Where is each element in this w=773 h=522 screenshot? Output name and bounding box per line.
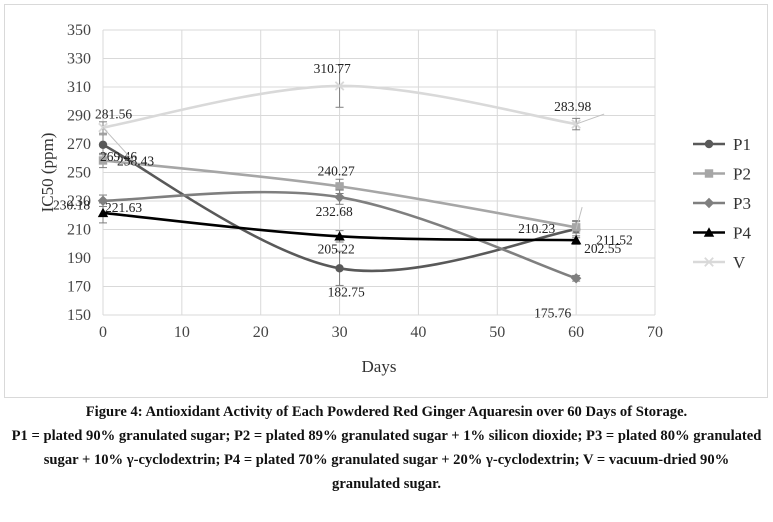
x-tick-label: 0 — [99, 324, 107, 341]
y-tick-label: 270 — [67, 136, 91, 153]
y-tick-label: 170 — [67, 279, 91, 296]
x-tick-label: 40 — [410, 324, 426, 341]
y-tick-label: 310 — [67, 79, 91, 96]
figure-caption: Figure 4: Antioxidant Activity of Each P… — [8, 400, 765, 496]
point-V-stroke-b — [571, 119, 581, 129]
legend-label: P4 — [733, 224, 751, 243]
x-tick-label: 10 — [174, 324, 190, 341]
y-axis-title: IC50 (ppm) — [38, 133, 57, 213]
y-tick-label: 210 — [67, 222, 91, 239]
legend-label: V — [733, 253, 746, 272]
caption-notes: P1 = plated 90% granulated sugar; P2 = p… — [11, 428, 762, 492]
data-label: 269.46 — [100, 149, 137, 164]
data-label: 240.27 — [318, 163, 355, 178]
legend-marker-V — [704, 257, 714, 267]
x-tick-label: 60 — [568, 324, 584, 341]
x-tick-label: 50 — [489, 324, 505, 341]
legend-marker-P2 — [704, 169, 714, 178]
x-tick-label: 30 — [332, 324, 348, 341]
data-label: 175.76 — [534, 305, 571, 320]
y-tick-label: 350 — [67, 22, 91, 39]
point-V — [334, 81, 345, 91]
point-P1 — [335, 264, 344, 273]
point-P3 — [334, 191, 345, 203]
legend-label: P1 — [733, 135, 751, 154]
label-leader-line — [575, 207, 583, 230]
data-label: 281.56 — [95, 107, 132, 122]
y-tick-label: 290 — [67, 108, 91, 125]
data-label: 310.77 — [314, 61, 351, 76]
legend-marker-V-stroke-b — [704, 257, 714, 267]
y-tick-label: 250 — [67, 165, 91, 182]
data-label: 182.75 — [328, 284, 365, 299]
point-P2 — [335, 182, 344, 191]
point-P3 — [570, 273, 582, 284]
data-label: 232.68 — [316, 204, 353, 219]
data-label: 258.43 — [117, 153, 154, 168]
point-P4 — [570, 234, 582, 245]
caption-title: Figure 4: Antioxidant Activity of Each P… — [85, 404, 688, 420]
data-label: 283.98 — [554, 99, 591, 114]
y-tick-label: 190 — [67, 250, 91, 267]
point-P4 — [97, 207, 109, 218]
y-tick-label: 230 — [67, 193, 91, 210]
x-axis-title: Days — [362, 357, 397, 376]
point-P1 — [98, 140, 108, 149]
point-V-stroke-b — [334, 81, 345, 91]
x-tick-label: 70 — [647, 324, 663, 341]
data-label: 210.23 — [518, 221, 555, 236]
y-tick-label: 330 — [67, 51, 91, 68]
point-P4 — [334, 231, 345, 241]
legend-marker-P3 — [703, 197, 715, 209]
point-V — [571, 119, 581, 129]
line-chart: 150 170 190 210 230 250 270 290 310 330 350 0 10 20 30… — [38, 22, 751, 376]
y-tick-label: 150 — [67, 307, 91, 324]
point-P3 — [97, 195, 109, 206]
legend-label: P3 — [733, 194, 751, 213]
legend-marker-P1 — [704, 139, 714, 149]
data-label: 230.18 — [53, 198, 90, 213]
chart-frame: 150 170 190 210 230 250 270 290 310 330 350 0 10 20 30… — [4, 4, 768, 398]
x-tick-label: 20 — [253, 324, 269, 341]
data-label: 221.63 — [105, 200, 142, 215]
label-leader-line — [102, 127, 134, 161]
legend-label: P2 — [733, 165, 751, 184]
data-label: 205.22 — [318, 241, 355, 256]
data-label: 202.55 — [584, 241, 621, 256]
label-leader-line — [575, 113, 605, 125]
data-label: 211.52 — [596, 232, 633, 247]
legend-marker-P4 — [703, 227, 715, 237]
point-P2 — [98, 156, 108, 165]
